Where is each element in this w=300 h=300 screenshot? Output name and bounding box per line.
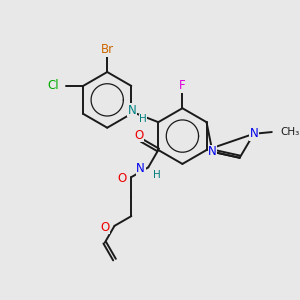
Text: O: O	[100, 221, 110, 234]
Text: O: O	[117, 172, 126, 185]
Text: H: H	[153, 170, 160, 180]
Text: H: H	[139, 114, 147, 124]
Text: N: N	[136, 162, 145, 175]
Text: F: F	[179, 80, 186, 92]
Text: O: O	[134, 129, 143, 142]
Text: Cl: Cl	[48, 80, 59, 92]
Text: CH₃: CH₃	[280, 127, 299, 137]
Text: Br: Br	[101, 43, 114, 56]
Text: N: N	[208, 145, 217, 158]
Text: N: N	[249, 127, 258, 140]
Text: N: N	[128, 104, 136, 117]
